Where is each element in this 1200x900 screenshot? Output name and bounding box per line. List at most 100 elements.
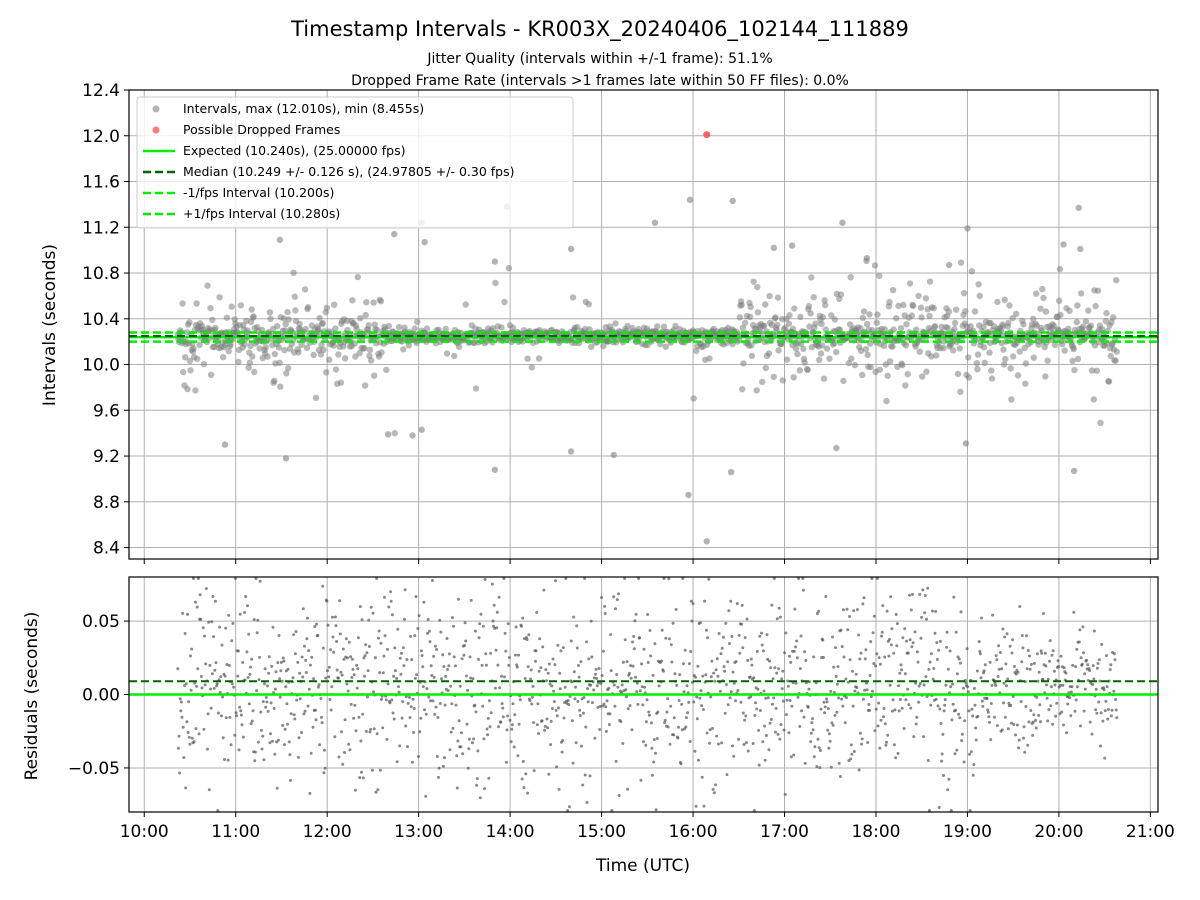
residual-point: [401, 700, 405, 704]
residual-point: [472, 737, 476, 741]
interval-point: [400, 346, 407, 353]
residual-point: [713, 679, 717, 683]
residual-point: [706, 636, 710, 640]
residual-point: [478, 622, 482, 626]
residual-point: [421, 665, 425, 669]
residual-point: [1039, 720, 1042, 724]
interval-point: [1061, 347, 1068, 354]
interval-point: [1022, 380, 1029, 387]
residual-point: [432, 654, 436, 658]
residual-point: [919, 636, 923, 640]
residual-point: [799, 634, 803, 638]
residual-point: [391, 711, 395, 715]
residual-point: [190, 736, 194, 740]
residual-point: [216, 809, 220, 812]
residual-point: [183, 632, 187, 635]
residual-point: [526, 665, 530, 669]
residual-point: [267, 655, 271, 659]
residual-point: [206, 712, 210, 716]
residual-point: [304, 658, 308, 662]
residual-point: [241, 735, 245, 739]
residual-point: [929, 652, 933, 656]
residual-point: [428, 640, 432, 644]
y-tick-label: 0.05: [82, 612, 120, 632]
interval-point: [660, 323, 668, 330]
residual-point: [968, 752, 971, 756]
residual-point: [979, 676, 983, 680]
residual-point: [903, 627, 907, 631]
residual-point: [768, 721, 772, 725]
residual-point: [274, 670, 278, 674]
residual-point: [455, 786, 459, 790]
residual-point: [577, 664, 580, 667]
interval-point: [1057, 311, 1064, 319]
residual-point: [671, 621, 675, 625]
residual-point: [342, 657, 346, 661]
residual-point: [435, 648, 439, 651]
interval-outlier-point: [567, 245, 575, 253]
residual-point: [600, 596, 603, 599]
residual-point: [452, 624, 456, 628]
residual-point: [531, 684, 535, 688]
residual-point: [798, 667, 802, 671]
interval-point: [569, 294, 577, 301]
residual-point: [373, 656, 377, 660]
residual-point: [774, 706, 778, 710]
interval-outlier-point: [685, 491, 692, 499]
residual-point: [388, 701, 392, 705]
interval-point: [740, 360, 747, 367]
interval-point: [277, 383, 284, 390]
residual-point: [966, 690, 970, 694]
residual-point: [426, 631, 430, 635]
residual-point: [935, 641, 939, 645]
residual-point: [340, 673, 344, 677]
x-tick-label: 12:00: [303, 822, 352, 842]
residual-point: [487, 776, 491, 780]
residual-point: [567, 805, 571, 809]
interval-point: [353, 325, 360, 333]
residual-point: [517, 653, 520, 657]
residual-point: [657, 684, 661, 688]
residual-point: [1095, 666, 1099, 670]
residual-point: [945, 630, 949, 634]
legend-entry-expected: Expected (10.240s), (25.00000 fps): [143, 143, 405, 158]
residual-point: [769, 718, 773, 721]
residual-point: [369, 727, 373, 731]
residual-point: [372, 727, 376, 731]
residual-point: [849, 743, 853, 747]
residual-point: [581, 711, 585, 715]
residual-point: [857, 768, 861, 772]
residual-point: [209, 706, 213, 710]
residual-point: [753, 714, 757, 717]
residual-point: [178, 771, 182, 775]
interval-point: [863, 320, 871, 328]
interval-point: [864, 351, 871, 359]
interval-point: [828, 312, 835, 319]
interval-point: [804, 366, 811, 374]
residual-point: [298, 697, 302, 701]
residual-point: [318, 743, 322, 747]
interval-point: [826, 355, 833, 362]
residual-point: [275, 786, 279, 790]
residual-point: [790, 704, 794, 708]
residual-point: [883, 655, 887, 659]
interval-point: [880, 342, 888, 349]
residual-point: [545, 717, 549, 721]
residual-point: [969, 750, 973, 754]
residual-point: [764, 696, 768, 700]
residual-point: [628, 704, 632, 708]
residual-point: [888, 637, 891, 641]
residual-point: [352, 673, 356, 677]
residual-point: [514, 625, 518, 629]
residual-point: [404, 695, 408, 699]
residual-point: [367, 645, 371, 648]
residual-point: [233, 577, 237, 580]
residual-point: [1096, 662, 1100, 665]
residual-point: [475, 783, 479, 787]
y-tick-label: 9.6: [93, 401, 120, 421]
residual-point: [769, 666, 773, 670]
interval-point: [893, 315, 900, 322]
residual-point: [978, 652, 982, 656]
residual-point: [187, 700, 191, 704]
residual-point: [255, 689, 259, 693]
